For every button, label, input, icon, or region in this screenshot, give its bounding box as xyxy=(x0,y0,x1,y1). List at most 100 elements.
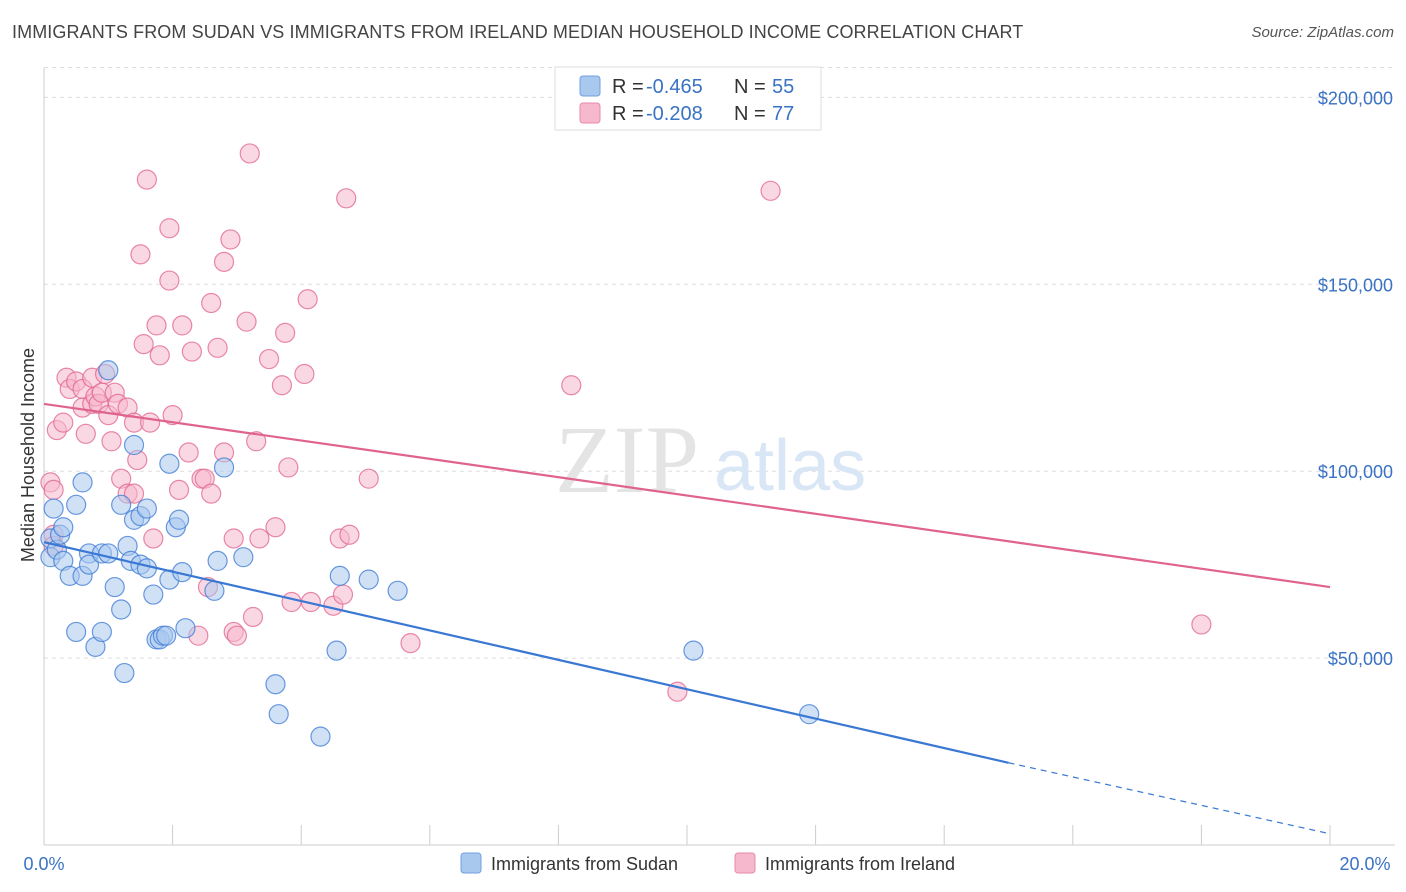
trend-line-ireland xyxy=(43,402,1331,589)
y-axis-title: Median Household Income xyxy=(18,348,38,562)
point-sudan xyxy=(387,580,408,601)
point-sudan xyxy=(358,569,379,590)
point-ireland xyxy=(143,528,164,549)
legend-r-label-sudan: R = xyxy=(612,76,644,98)
point-sudan xyxy=(310,726,331,747)
legend-r-label-ireland: R = xyxy=(612,103,644,125)
point-sudan xyxy=(168,509,190,530)
bottom-legend-swatch-ireland xyxy=(734,852,756,874)
axes xyxy=(43,68,1395,846)
point-sudan xyxy=(114,662,135,684)
y-tick-label: $200,000 xyxy=(1318,88,1393,108)
point-ireland xyxy=(162,405,183,426)
point-ireland xyxy=(130,244,151,265)
x-tick-label-min: 0.0% xyxy=(23,854,64,874)
point-ireland xyxy=(201,292,222,314)
point-ireland xyxy=(265,517,286,538)
point-sudan xyxy=(66,621,87,643)
point-sudan xyxy=(43,498,64,519)
point-ireland xyxy=(275,322,296,343)
point-sudan xyxy=(111,599,132,620)
point-ireland xyxy=(207,337,228,358)
point-ireland xyxy=(136,169,157,190)
point-ireland xyxy=(294,363,315,385)
point-sudan xyxy=(213,457,235,478)
point-ireland xyxy=(149,345,170,366)
bottom-legend: Immigrants from Sudan Immigrants from Ir… xyxy=(460,852,955,874)
y-tick-label: $50,000 xyxy=(1328,649,1393,669)
point-sudan xyxy=(156,625,177,646)
point-ireland xyxy=(271,375,293,396)
point-ireland xyxy=(332,584,354,605)
series-sudan-points xyxy=(40,360,820,747)
point-ireland xyxy=(220,229,241,250)
point-sudan xyxy=(53,517,74,538)
bottom-legend-label-ireland: Immigrants from Ireland xyxy=(765,854,955,874)
series-ireland-points xyxy=(40,143,1212,702)
legend-n-label-sudan: N = xyxy=(734,76,766,98)
point-sudan xyxy=(207,550,228,572)
legend-n-value-sudan: 55 xyxy=(772,76,794,98)
point-sudan xyxy=(175,618,196,639)
point-ireland xyxy=(239,143,260,164)
legend-r-value-sudan: -0.465 xyxy=(646,76,703,98)
point-ireland xyxy=(178,442,199,463)
bottom-legend-label-sudan: Immigrants from Sudan xyxy=(491,854,678,874)
legend-swatch-ireland xyxy=(579,102,601,124)
point-sudan xyxy=(265,674,286,695)
y-tick-label: $100,000 xyxy=(1318,462,1393,482)
point-sudan xyxy=(66,494,87,515)
point-ireland xyxy=(297,289,318,310)
point-sudan xyxy=(98,360,119,381)
point-ireland xyxy=(760,180,781,201)
trend-line-sudan-extension xyxy=(1008,762,1331,835)
point-ireland xyxy=(201,483,222,504)
x-tick-labels: 0.0% 20.0% xyxy=(23,854,1390,874)
point-ireland xyxy=(1191,614,1212,635)
x-tick-label-max: 20.0% xyxy=(1339,854,1390,874)
point-ireland xyxy=(101,431,122,452)
watermark-zip: ZIP xyxy=(555,406,699,513)
point-sudan xyxy=(329,565,350,586)
point-ireland xyxy=(278,457,299,478)
legend-swatch-sudan xyxy=(579,75,601,97)
watermark-atlas: atlas xyxy=(714,426,866,506)
watermark: ZIP atlas xyxy=(555,406,866,513)
point-ireland xyxy=(168,479,190,500)
point-ireland xyxy=(400,633,421,654)
point-sudan xyxy=(72,472,93,493)
point-ireland xyxy=(561,375,582,396)
point-sudan xyxy=(268,704,289,725)
point-ireland xyxy=(146,315,167,336)
point-ireland xyxy=(281,591,302,613)
point-ireland xyxy=(159,270,180,291)
trend-line-sudan xyxy=(43,541,1009,764)
legend-n-label-ireland: N = xyxy=(734,103,766,125)
point-sudan xyxy=(136,498,157,519)
point-ireland xyxy=(339,524,360,545)
point-sudan xyxy=(111,494,132,515)
bottom-legend-swatch-sudan xyxy=(460,852,482,874)
point-ireland xyxy=(336,188,357,209)
y-tick-labels: $50,000 $100,000 $150,000 $200,000 xyxy=(1318,88,1393,669)
point-ireland xyxy=(249,528,270,549)
point-sudan xyxy=(91,621,112,643)
y-tick-label: $150,000 xyxy=(1318,275,1393,295)
point-ireland xyxy=(258,348,280,370)
legend-n-value-ireland: 77 xyxy=(772,103,794,125)
point-ireland xyxy=(181,341,202,362)
point-ireland xyxy=(133,333,154,355)
point-ireland xyxy=(226,625,247,646)
chart-title: IMMIGRANTS FROM SUDAN VS IMMIGRANTS FROM… xyxy=(12,22,1024,42)
point-ireland xyxy=(172,315,193,336)
point-ireland xyxy=(242,606,264,628)
point-sudan xyxy=(683,640,704,661)
point-sudan xyxy=(233,547,254,568)
point-ireland xyxy=(123,483,145,504)
point-ireland xyxy=(53,412,74,433)
point-ireland xyxy=(213,251,235,272)
point-sudan xyxy=(204,580,225,601)
point-sudan xyxy=(123,434,145,456)
point-ireland xyxy=(159,218,180,239)
